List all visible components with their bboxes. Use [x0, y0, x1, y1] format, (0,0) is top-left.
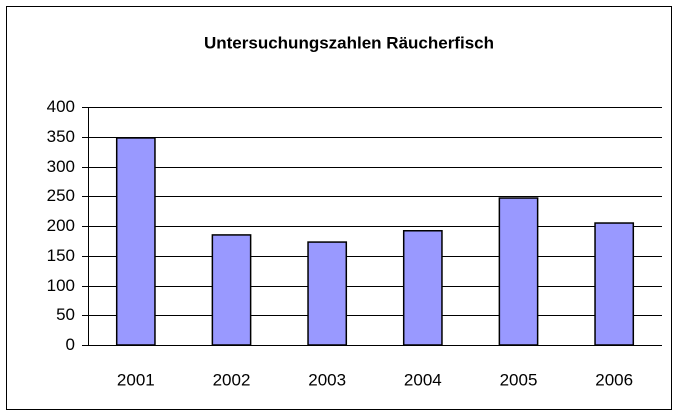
bar [115, 137, 156, 346]
bar [498, 197, 539, 346]
x-tick-label: 2002 [213, 370, 251, 389]
x-tick-label: 2004 [404, 370, 442, 389]
x-tick-label: 2006 [595, 370, 633, 389]
x-tick-label: 2001 [117, 370, 155, 389]
bar [594, 222, 635, 346]
bar [402, 230, 443, 346]
y-tick-label: 100 [47, 276, 75, 295]
y-tick-label: 250 [47, 186, 75, 205]
y-tick-label: 400 [47, 97, 75, 116]
y-tick-label: 0 [66, 335, 75, 354]
bar [211, 234, 252, 346]
chart-frame [6, 6, 672, 410]
bar [307, 241, 348, 346]
y-tick-label: 50 [56, 305, 75, 324]
chart-title: Untersuchungszahlen Räucherfisch [204, 33, 494, 52]
y-tick-label: 300 [47, 157, 75, 176]
x-tick-label: 2005 [500, 370, 538, 389]
y-tick-label: 200 [47, 216, 75, 235]
x-tick-label: 2003 [308, 370, 346, 389]
y-tick-label: 150 [47, 246, 75, 265]
y-tick-label: 350 [47, 127, 75, 146]
